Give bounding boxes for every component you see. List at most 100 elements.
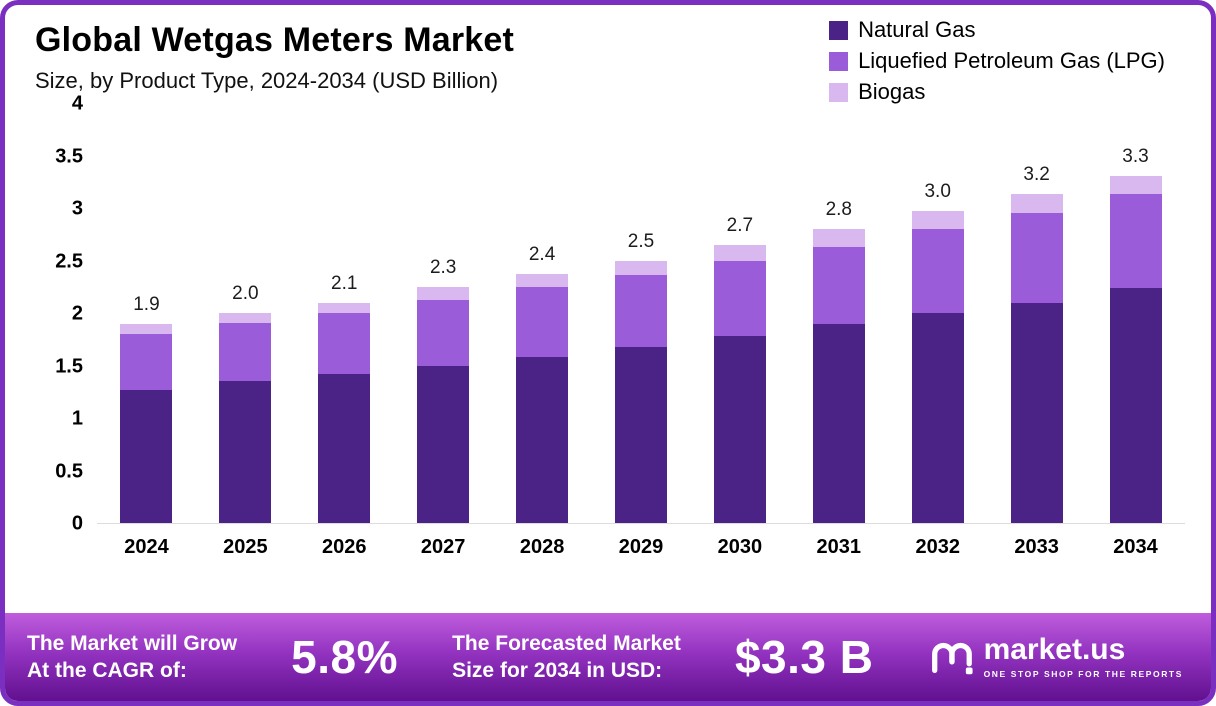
- bar-total-label-2033: 3.2: [1023, 164, 1050, 186]
- legend-label-biogas: Biogas: [858, 79, 926, 104]
- bar-segment-liquefied-petroleum-gas-lpg-2025: [219, 323, 272, 382]
- bar-segment-biogas-2025: [219, 312, 272, 324]
- cagr-label: The Market will Grow At the CAGR of:: [27, 630, 237, 685]
- market-us-logo-icon: [928, 634, 974, 680]
- bar-segment-natural-gas-2033: [1010, 302, 1063, 523]
- y-tick-label-4: 4: [71, 92, 83, 115]
- forecast-value: $3.3 B: [734, 631, 874, 683]
- brand-tagline: ONE STOP SHOP FOR THE REPORTS: [983, 669, 1183, 679]
- forecast-label-line1: The Forecasted Market: [452, 631, 681, 655]
- bar-segment-biogas-2027: [417, 286, 470, 301]
- bar-total-label-2028: 2.4: [528, 244, 556, 266]
- bar-stack-2034: [1109, 176, 1162, 523]
- y-tick-label-2.5: 2.5: [55, 250, 83, 272]
- bar-total-label-2032: 3.0: [924, 181, 951, 203]
- legend-label-natural-gas: Natural Gas: [858, 17, 976, 42]
- bar-segment-liquefied-petroleum-gas-lpg-2029: [614, 275, 667, 347]
- bar-segment-biogas-2029: [614, 260, 667, 276]
- y-axis: 4 3.5 3 2.5 2 1.5 1 0.5 0: [33, 93, 97, 535]
- page-subtitle: Size, by Product Type, 2024-2034 (USD Bi…: [35, 68, 499, 93]
- legend-swatch-natural-gas: [829, 20, 849, 40]
- x-axis-label-2028: 2028: [519, 535, 565, 558]
- bar-column-2028: 2.4: [493, 104, 592, 523]
- bar-total-label-2031: 2.8: [825, 199, 852, 221]
- bar-column-2025: 2.0: [196, 104, 295, 523]
- x-axis-label-2034: 2034: [1113, 535, 1158, 558]
- bar-stack-2031: [812, 229, 865, 523]
- y-tick-label-2: 2: [71, 302, 83, 325]
- bar-segment-biogas-2028: [516, 274, 569, 287]
- x-axis-label-2033: 2033: [1014, 535, 1059, 558]
- page-title: Global Wetgas Meters Market: [35, 21, 515, 59]
- bar-total-label-2027: 2.3: [429, 256, 457, 278]
- bar-segment-biogas-2026: [318, 302, 371, 314]
- bar-stack-2024: [120, 323, 173, 523]
- bar-total-label-2024: 1.9: [133, 293, 160, 315]
- x-axis-label-2030: 2030: [717, 535, 763, 558]
- bar-stack-2032: [911, 211, 964, 523]
- footer-banner: The Market will Grow At the CAGR of: 5.8…: [5, 613, 1211, 701]
- bar-segment-natural-gas-2034: [1109, 287, 1162, 523]
- brand-name: market.us: [983, 633, 1126, 666]
- bar-segment-natural-gas-2029: [614, 346, 667, 523]
- chart-header: Global Wetgas Meters Market Size, by Pro…: [5, 5, 1211, 94]
- bar-column-2033: 3.2: [987, 104, 1086, 523]
- y-tick-label-0.5: 0.5: [55, 460, 83, 482]
- bar-segment-liquefied-petroleum-gas-lpg-2026: [318, 313, 371, 374]
- bar-column-2030: 2.7: [690, 104, 789, 523]
- y-tick-label-3: 3: [71, 197, 83, 220]
- legend-item-biogas: Biogas: [829, 79, 1165, 105]
- bar-stack-2027: [417, 286, 470, 523]
- bar-column-2024: 1.9: [97, 104, 196, 523]
- bar-segment-liquefied-petroleum-gas-lpg-2030: [713, 260, 766, 337]
- bar-segment-natural-gas-2024: [120, 389, 173, 523]
- legend-label-liquefied-petroleum-gas-lpg: Liquefied Petroleum Gas (LPG): [858, 48, 1165, 73]
- bar-segment-liquefied-petroleum-gas-lpg-2032: [911, 229, 964, 313]
- bar-segment-biogas-2030: [713, 244, 766, 261]
- bar-stack-2026: [318, 302, 371, 523]
- bar-column-2027: 2.3: [394, 104, 493, 523]
- bar-segment-natural-gas-2032: [911, 313, 964, 523]
- forecast-label-line2: Size for 2034 in USD:: [452, 659, 663, 682]
- bar-total-label-2034: 3.3: [1122, 146, 1149, 168]
- bar-segment-biogas-2034: [1109, 176, 1162, 195]
- bar-column-2026: 2.1: [295, 104, 394, 523]
- x-axis-label-2024: 2024: [124, 535, 169, 558]
- bar-segment-natural-gas-2025: [219, 381, 272, 523]
- bar-segment-natural-gas-2031: [812, 323, 865, 523]
- bar-segment-liquefied-petroleum-gas-lpg-2033: [1010, 213, 1063, 303]
- bar-total-label-2030: 2.7: [726, 214, 754, 236]
- bar-segment-liquefied-petroleum-gas-lpg-2028: [516, 286, 569, 358]
- legend-item-liquefied-petroleum-gas-lpg: Liquefied Petroleum Gas (LPG): [829, 48, 1165, 74]
- bar-segment-natural-gas-2030: [713, 336, 766, 523]
- x-axis-label-2026: 2026: [322, 535, 367, 558]
- x-axis-label-2027: 2027: [420, 535, 466, 558]
- bar-segment-natural-gas-2027: [417, 365, 470, 523]
- bar-stack-2029: [614, 260, 667, 523]
- x-axis: 2024 2025 2026 2027 2028 2029 2030 2031 2032 2033…: [97, 524, 1185, 570]
- bar-total-label-2025: 2.0: [232, 282, 259, 304]
- bar-segment-liquefied-petroleum-gas-lpg-2031: [812, 246, 865, 324]
- y-tick-label-1.5: 1.5: [55, 355, 83, 377]
- legend-swatch-biogas: [829, 82, 849, 102]
- bar-segment-biogas-2032: [911, 211, 964, 229]
- bar-segment-biogas-2033: [1010, 194, 1063, 214]
- bar-segment-liquefied-petroleum-gas-lpg-2034: [1109, 194, 1162, 288]
- legend-swatch-liquefied-petroleum-gas-lpg: [829, 51, 849, 71]
- bar-stack-2025: [219, 312, 272, 523]
- x-axis-label-2031: 2031: [816, 535, 862, 558]
- cagr-value: 5.8%: [291, 631, 398, 683]
- y-tick-label-1: 1: [71, 407, 83, 430]
- forecast-label: The Forecasted Market Size for 2034 in U…: [452, 630, 681, 685]
- brand-lockup: market.us ONE STOP SHOP FOR THE REPORTS: [928, 634, 1183, 680]
- bar-total-label-2029: 2.5: [627, 230, 655, 252]
- bar-segment-biogas-2024: [120, 323, 173, 335]
- bar-segment-natural-gas-2026: [318, 373, 371, 523]
- plot-area: 1.9 2.0 2.1 2.3 2.4 2.5 2.7 2.8 3.0 3.2 3.3: [97, 104, 1185, 524]
- stacked-bar-chart: 4 3.5 3 2.5 2 1.5 1 0.5 0 1.9 2.0 2.1 2.3 2.4 2.5 2.7 2…: [33, 93, 1185, 570]
- bar-stack-2028: [516, 274, 569, 523]
- x-axis-label-2025: 2025: [223, 535, 268, 558]
- legend-item-natural-gas: Natural Gas: [829, 17, 1165, 43]
- bar-total-label-2026: 2.1: [331, 272, 358, 294]
